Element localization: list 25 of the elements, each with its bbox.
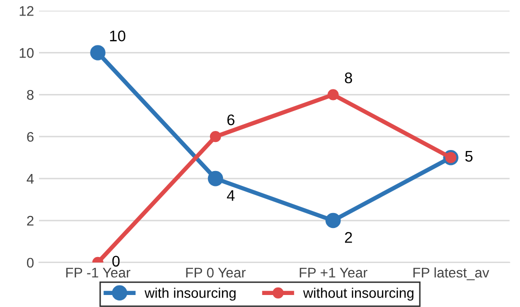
data-label: 10 [110,30,126,42]
data-label: 4 [226,190,235,201]
x-tick-label: FP latest_av [413,267,490,280]
data-label: 0 [112,256,120,267]
y-tick-label: 12 [20,6,34,16]
data-label: 5 [465,151,473,162]
y-tick-label: 6 [27,132,34,142]
point [208,170,224,186]
data-label: 2 [345,232,352,243]
x-tick-label: FP 0 Year [186,268,246,278]
legend-label: with insourcing [144,288,236,301]
data-label: 6 [227,114,234,126]
point [328,89,339,100]
x-tick-label: FP +1 Year [300,268,368,278]
x-tick-label: FP -1 Year [66,268,130,278]
point [210,131,222,142]
point [90,45,106,60]
y-tick-label: 2 [27,216,34,226]
y-tick-label: 8 [27,90,34,100]
y-tick-label: 0 [26,258,34,268]
y-tick-label: 10 [20,48,34,58]
legend-label: without insourcing [303,288,414,301]
point [325,212,341,228]
y-tick-label: 4 [26,174,34,184]
data-label: 8 [344,72,352,84]
